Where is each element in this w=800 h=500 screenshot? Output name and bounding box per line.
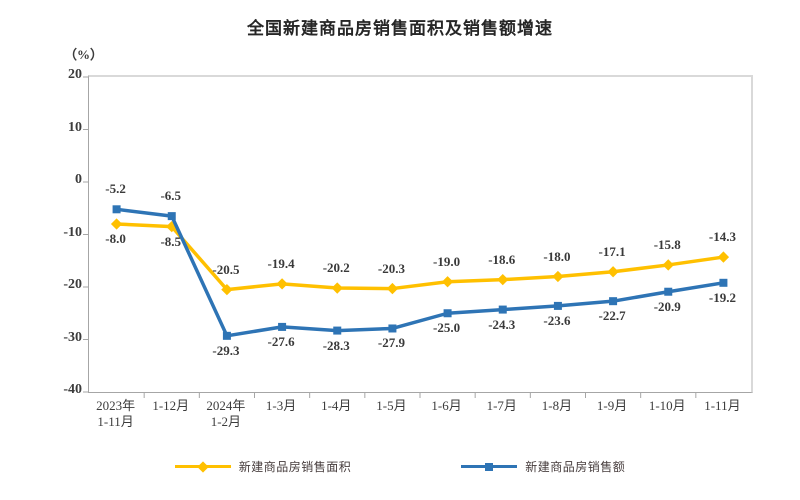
square-marker [443,309,452,318]
diamond-marker [386,282,399,295]
data-label: -20.5 [212,261,240,277]
diamond-marker [662,259,674,271]
diamond-marker [331,282,343,294]
square-marker [609,297,618,306]
x-tick-label: 1-7月 [486,398,517,413]
square-marker [112,205,121,214]
square-marker [222,331,231,340]
y-tick-label: 20 [68,67,82,82]
square-marker [553,301,562,310]
diamond-marker [717,251,730,263]
data-label: -20.9 [653,298,681,314]
diamond-marker [552,270,564,283]
series-line-square [116,207,724,338]
y-tick-label: -10 [63,224,82,240]
data-label: -5.2 [105,181,126,197]
y-tick-label: 10 [68,119,82,135]
legend-item: 新建商品房销售额 [461,458,625,475]
diamond-marker [441,276,454,288]
data-label: -19.2 [708,289,736,305]
square-marker [333,326,342,335]
plot-area [83,75,753,398]
legend-diamond-swatch-icon [174,460,231,473]
data-label: -29.3 [212,342,240,358]
x-tick-label: 1-12月 [152,398,190,413]
square-marker [719,278,728,287]
x-tick-label: 1-10月 [648,398,686,413]
diamond-marker [110,218,123,230]
x-tick-label: 1-6月 [431,398,462,413]
legend-label: 新建商品房销售面积 [238,460,352,474]
square-marker [388,324,397,333]
legend-label: 新建商品房销售额 [525,460,626,474]
x-tick-label: 1-4月 [321,398,352,413]
chart-title: 全国新建商品房销售面积及销售额增速 [247,19,553,38]
data-label: -8.5 [160,233,182,249]
y-tick-label: -20 [63,277,82,292]
x-tick-label: 1-9月 [596,398,628,413]
data-label: -6.5 [160,188,182,204]
square-marker [664,287,673,296]
diamond-marker [607,266,619,278]
data-label: -20.3 [377,260,405,276]
x-tick-label: 2024年 1-2月 [206,398,246,430]
data-label: -27.6 [267,333,295,349]
legend: 新建商品房销售面积 新建商品房销售额 [0,458,800,475]
data-label: -14.3 [708,229,736,245]
y-tick-label: 0 [75,172,82,187]
legend-item: 新建商品房销售面积 [174,458,352,475]
legend-square-swatch-icon [461,462,518,472]
x-tick-label: 2023年 1-11月 [96,398,136,430]
data-label: -28.3 [322,337,350,353]
data-label: -18.6 [488,251,516,267]
diamond-marker [276,278,288,290]
y-axis-unit-label: （%） [64,47,104,62]
data-label: -20.2 [322,260,350,276]
y-tick-label: -30 [63,329,82,345]
x-tick-label: 1-3月 [265,398,297,413]
diamond-marker [497,273,509,286]
square-marker [498,305,507,314]
x-tick-label: 1-5月 [376,398,407,413]
square-marker [167,212,176,221]
chart-canvas [83,76,730,398]
data-label: -22.7 [598,308,626,324]
data-label: -25.0 [433,320,461,336]
data-label: -24.3 [488,316,516,332]
data-label: -8.0 [105,231,126,246]
data-label: -18.0 [543,248,571,264]
data-label: -23.6 [543,312,571,328]
x-tick-label: 1-11月 [704,398,741,413]
data-label: -17.1 [598,243,626,259]
data-label: -19.0 [433,253,461,269]
y-tick-label: -40 [63,382,82,397]
series-line-diamond [116,222,724,292]
square-marker [278,322,287,331]
data-label: -15.8 [653,236,681,252]
data-label: -27.9 [377,335,405,351]
x-tick-label: 1-8月 [541,398,573,413]
data-label: -19.4 [267,255,295,271]
